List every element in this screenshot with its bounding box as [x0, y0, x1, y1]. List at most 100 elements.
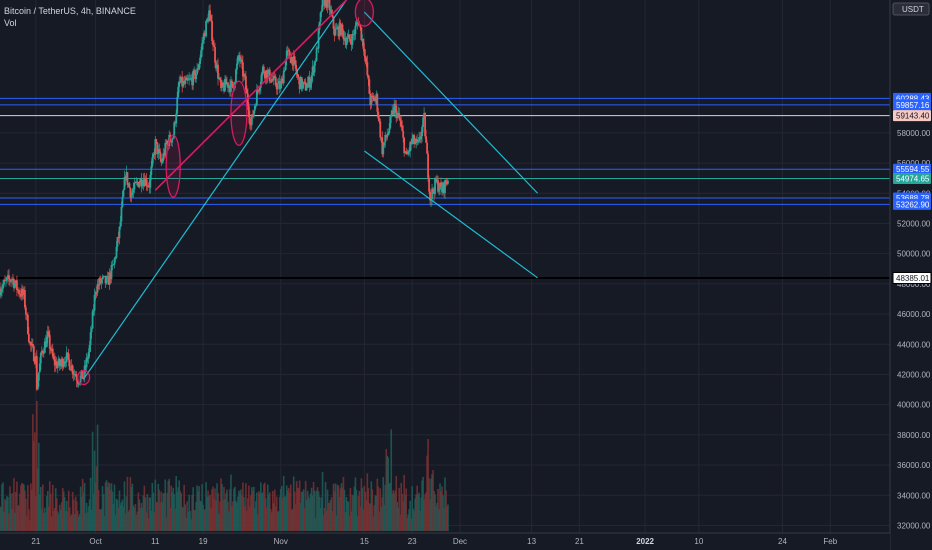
- price-tag-label-0: 60288.43: [896, 94, 930, 103]
- candle-body-157: [155, 139, 158, 143]
- volume-bar-238: [236, 503, 238, 531]
- candle-body-346: [343, 37, 346, 40]
- candle-body-449: [446, 183, 448, 185]
- volume-bar-23: [22, 483, 24, 531]
- volume-bar-398: [395, 476, 398, 531]
- candle-body-341: [338, 22, 341, 37]
- candle-body-304: [301, 83, 304, 89]
- candle-body-278: [275, 85, 278, 90]
- candle-body-228: [226, 82, 228, 85]
- volume-bar-410: [407, 514, 409, 531]
- volume-bar-82: [80, 496, 83, 531]
- volume-bar-390: [387, 457, 390, 531]
- volume-bar-403: [400, 482, 402, 531]
- candle-body-75: [73, 374, 76, 376]
- volume-bar-257: [255, 501, 257, 531]
- volume-bar-219: [217, 492, 219, 531]
- volume-bar-155: [153, 512, 156, 531]
- candle-body-348: [345, 42, 348, 45]
- volume-bar-254: [252, 490, 254, 531]
- volume-bar-99: [97, 489, 100, 531]
- candle-body-47: [45, 336, 48, 348]
- time-axis-panel: [0, 533, 890, 550]
- volume-bar-152: [150, 510, 153, 531]
- volume-bar-227: [225, 493, 227, 531]
- candle-body-320: [317, 29, 320, 49]
- candle-body-130: [128, 183, 131, 188]
- candle-body-97: [95, 292, 98, 294]
- volume-bar-313: [310, 487, 313, 531]
- volume-bar-209: [207, 490, 209, 531]
- y-tick-label-10: 52000.00: [897, 219, 931, 228]
- candle-body-25: [23, 289, 26, 308]
- volume-bar-413: [410, 518, 412, 531]
- volume-bar-224: [222, 500, 224, 531]
- volume-bar-208: [206, 496, 208, 531]
- candle-body-24: [22, 289, 25, 295]
- volume-bar-321: [318, 496, 321, 531]
- volume-bar-229: [227, 501, 229, 531]
- candle-body-62: [60, 358, 63, 364]
- candle-body-310: [307, 76, 310, 83]
- volume-bar-154: [152, 492, 155, 531]
- volume-bar-5: [4, 498, 6, 531]
- candle-body-33: [31, 344, 34, 347]
- candle-body-391: [388, 128, 391, 133]
- volume-bar-337: [334, 483, 337, 531]
- candle-body-381: [378, 118, 381, 122]
- candle-body-70: [68, 360, 71, 370]
- volume-bar-29: [28, 509, 30, 531]
- volume-bar-397: [394, 490, 397, 531]
- candle-body-387: [384, 134, 387, 143]
- volume-bar-183: [181, 507, 183, 531]
- volume-bar-199: [197, 491, 199, 531]
- candle-body-427: [424, 113, 426, 137]
- candle-body-215: [213, 45, 215, 48]
- volume-bar-394: [391, 493, 394, 531]
- candle-body-369: [366, 62, 369, 76]
- volume-bar-286: [283, 496, 286, 531]
- candle-body-313: [310, 75, 313, 84]
- candle-body-397: [394, 103, 397, 106]
- volume-bar-39: [38, 442, 40, 531]
- volume-bar-282: [279, 489, 282, 531]
- volume-bar-8: [7, 497, 9, 531]
- candle-body-302: [299, 77, 302, 90]
- candle-body-257: [254, 105, 257, 107]
- volume-bar-393: [390, 429, 393, 531]
- volume-bar-225: [223, 486, 225, 531]
- candle-body-202: [200, 50, 202, 58]
- candle-body-396: [393, 103, 396, 115]
- candle-body-326: [323, 0, 326, 7]
- volume-bar-261: [259, 493, 261, 531]
- candle-body-135: [133, 182, 136, 190]
- candle-body-138: [136, 181, 139, 183]
- candle-body-332: [329, 9, 332, 11]
- candle-body-78: [76, 380, 79, 384]
- candle-body-35: [33, 360, 36, 364]
- volume-bar-259: [257, 514, 259, 531]
- candle-body-307: [304, 82, 307, 91]
- candle-body-238: [236, 63, 238, 70]
- volume-bar-14: [13, 478, 15, 531]
- candle-body-131: [129, 187, 132, 198]
- volume-bar-33: [32, 414, 34, 531]
- x-tick-label-9: 21: [575, 537, 584, 546]
- volume-bar-142: [140, 503, 143, 531]
- candle-body-48: [46, 331, 49, 337]
- volume-bar-94: [92, 493, 95, 531]
- candle-body-50: [48, 334, 51, 349]
- candle-body-160: [158, 149, 161, 152]
- y-tick-label-13: 58000.00: [897, 129, 931, 138]
- candle-body-285: [282, 70, 285, 84]
- candle-body-401: [398, 113, 401, 119]
- volume-bar-305: [302, 489, 305, 531]
- candle-body-423: [420, 135, 423, 140]
- y-tick-label-1: 34000.00: [897, 491, 931, 500]
- highlight-ellipse-3: [354, 0, 375, 27]
- candle-body-154: [152, 154, 155, 158]
- volume-bar-96: [94, 482, 97, 531]
- candle-body-124: [122, 189, 125, 197]
